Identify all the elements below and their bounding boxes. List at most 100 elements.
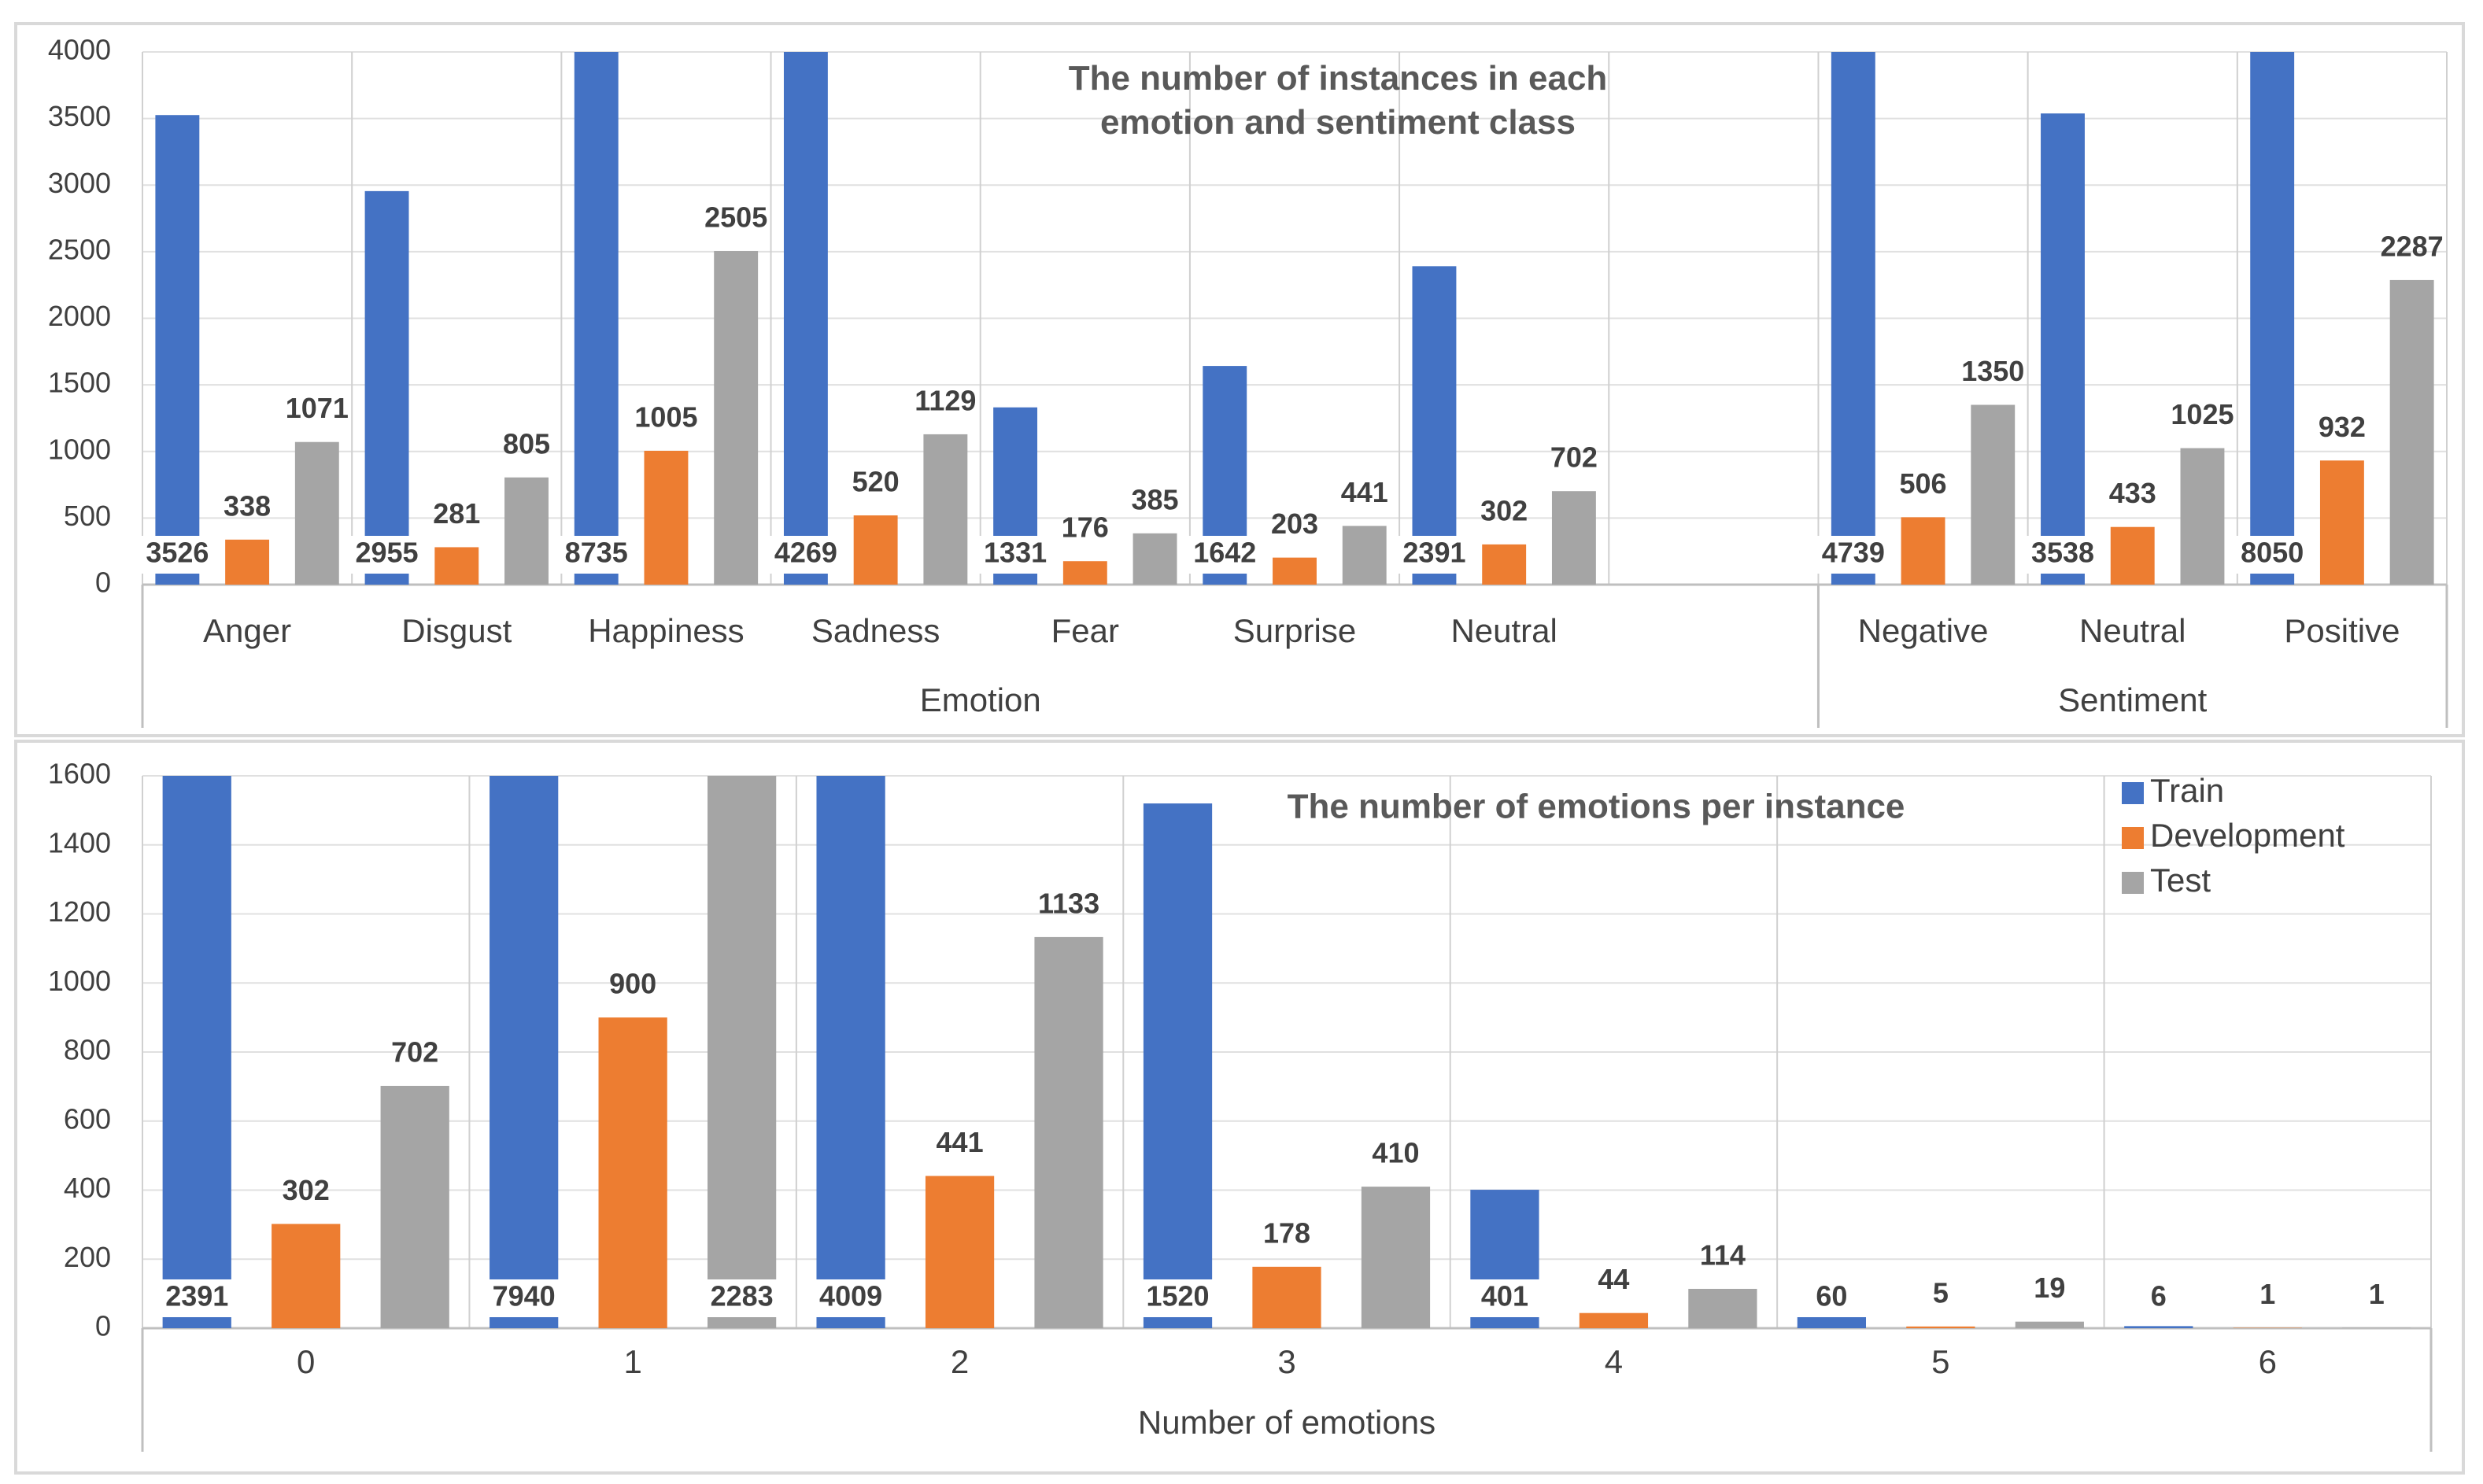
data-label: 2287	[2381, 230, 2444, 262]
x-tick-label: Neutral	[2079, 612, 2186, 649]
label-background	[153, 1279, 242, 1317]
label-background	[697, 1279, 786, 1317]
data-label: 1129	[914, 384, 976, 416]
bar	[816, 776, 885, 1328]
data-label: 114	[1700, 1239, 1746, 1271]
label-background	[2228, 536, 2317, 574]
data-label: 900	[609, 968, 656, 1000]
data-label: 2505	[704, 201, 767, 234]
data-label: 441	[1341, 476, 1388, 508]
bar	[225, 539, 270, 585]
bar	[162, 776, 231, 1328]
data-label: 60	[1816, 1280, 1847, 1312]
label-background	[1460, 1279, 1549, 1317]
data-label: 2391	[165, 1280, 228, 1312]
bar	[380, 1085, 449, 1328]
bar	[490, 776, 559, 1328]
bar	[925, 1176, 995, 1328]
bar	[155, 115, 200, 585]
y-tick-label: 500	[64, 500, 111, 532]
data-label: 302	[1480, 494, 1528, 526]
panel-border	[14, 22, 2465, 737]
bar	[644, 450, 689, 585]
data-label: 3538	[2031, 537, 2094, 569]
bar	[2250, 52, 2295, 585]
bar	[1412, 266, 1457, 585]
bars	[155, 52, 2434, 585]
data-label: 4739	[1822, 537, 1885, 569]
bar	[1482, 544, 1527, 585]
y-tick-label: 2500	[48, 233, 111, 265]
y-tick-label: 200	[64, 1241, 111, 1273]
group-label: Emotion	[920, 681, 1041, 718]
data-label: 6	[2151, 1280, 2167, 1312]
bar	[598, 1017, 667, 1328]
chart-title: The number of emotions per instance	[1288, 788, 1905, 826]
data-label: 176	[1062, 511, 1109, 544]
y-tick-label: 0	[95, 1310, 111, 1342]
y-tick-label: 3000	[48, 167, 111, 199]
data-label: 338	[224, 489, 271, 522]
bar	[434, 547, 479, 585]
data-label: 3526	[146, 537, 209, 569]
data-label: 805	[503, 427, 550, 460]
y-tick-label: 4000	[48, 34, 111, 66]
data-label: 520	[852, 466, 900, 498]
bar	[1361, 1187, 1431, 1328]
bar	[1688, 1288, 1757, 1328]
data-label: 281	[433, 497, 480, 530]
data-label: 4269	[774, 537, 837, 569]
data-label: 19	[2034, 1272, 2065, 1304]
data-label: 1	[2369, 1278, 2385, 1310]
bars	[162, 776, 2411, 1328]
label-background	[807, 1279, 896, 1317]
legend-label: Development	[2150, 817, 2345, 854]
data-label: 433	[2109, 477, 2156, 509]
bar	[2015, 1321, 2084, 1328]
bar	[923, 434, 968, 585]
y-tick-label: 0	[95, 567, 111, 599]
bar	[1062, 561, 1107, 585]
data-label: 410	[1372, 1137, 1419, 1169]
bar	[1252, 1266, 1321, 1328]
y-tick-label: 800	[64, 1034, 111, 1066]
y-tick-label: 600	[64, 1102, 111, 1135]
data-label: 1133	[1038, 887, 1099, 919]
legend-swatch	[2122, 782, 2144, 804]
bar	[294, 441, 339, 585]
label-background	[971, 536, 1060, 574]
bar	[1579, 1312, 1649, 1328]
y-tick-label: 1600	[48, 758, 111, 790]
data-label: 1005	[634, 401, 697, 433]
bar	[1551, 491, 1596, 585]
data-label: 506	[1900, 467, 1947, 500]
label-background	[1390, 536, 1479, 574]
data-label: 385	[1132, 483, 1179, 515]
data-label: 2955	[355, 537, 418, 569]
y-tick-label: 400	[64, 1172, 111, 1204]
data-label: 5	[1933, 1276, 1949, 1309]
y-tick-label: 1400	[48, 826, 111, 858]
data-label: 1025	[2171, 398, 2234, 430]
data-label: 1	[2259, 1278, 2275, 1310]
bar	[1906, 1326, 1975, 1328]
bar	[2110, 526, 2155, 585]
bar	[1034, 936, 1103, 1328]
y-tick-label: 3500	[48, 100, 111, 132]
data-label: 401	[1481, 1280, 1528, 1312]
x-tick-label: 0	[297, 1343, 315, 1380]
bar	[1143, 803, 1213, 1328]
panel-border	[14, 740, 2465, 1475]
label-background	[1181, 536, 1269, 574]
label-background	[2019, 536, 2107, 574]
x-tick-label: Anger	[203, 612, 291, 649]
bar	[2041, 113, 2085, 585]
label-background	[761, 536, 850, 574]
data-label: 2391	[1402, 537, 1465, 569]
data-label: 932	[2319, 411, 2366, 443]
data-label: 7940	[493, 1280, 556, 1312]
legend-swatch	[2122, 827, 2144, 849]
y-tick-label: 2000	[48, 300, 111, 332]
data-label: 1520	[1146, 1280, 1209, 1312]
bar	[1901, 517, 1945, 585]
